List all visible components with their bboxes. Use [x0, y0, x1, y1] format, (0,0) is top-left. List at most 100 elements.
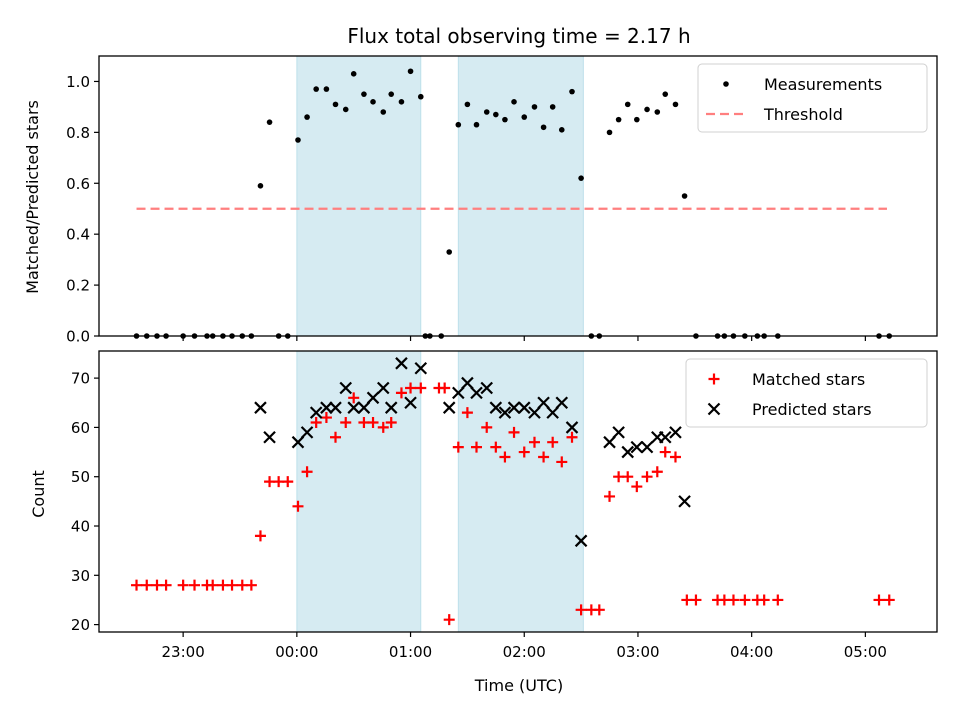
- matched-star-point: [758, 594, 770, 606]
- predicted-star-point: [489, 401, 503, 414]
- y-tick-label: 40: [71, 518, 90, 536]
- measurement-point: [380, 109, 387, 115]
- top-y-axis-label: Matched/Predicted stars: [23, 100, 42, 294]
- bottom-panel: 20 30 40 50 60 70 23:00 00:00 01:00 02:00 03:00 04:…: [71, 350, 938, 661]
- matched-star-point: [177, 579, 189, 591]
- x-tick-label: 02:00: [503, 643, 546, 661]
- measurement-point: [332, 101, 339, 108]
- predicted-star-point: [404, 396, 417, 410]
- matched-star-point: [566, 431, 578, 443]
- matched-star-point: [310, 416, 322, 428]
- measurement-point: [502, 116, 508, 123]
- predicted-star-point: [507, 401, 521, 414]
- matched-star-point: [439, 382, 451, 394]
- matched-star-point: [669, 451, 681, 463]
- predicted-star-point: [470, 386, 483, 400]
- matched-star-point: [292, 500, 304, 512]
- measurement-point: [521, 114, 528, 120]
- y-tick-label: 20: [71, 616, 90, 634]
- matched-star-point: [377, 421, 389, 433]
- measurement-point: [615, 116, 622, 123]
- matched-star-point: [499, 451, 511, 463]
- predicted-star-point: [384, 401, 398, 414]
- predicted-star-point: [263, 430, 276, 444]
- matched-star-point: [254, 530, 266, 542]
- x-axis-label: Time (UTC): [474, 676, 563, 695]
- predicted-star-point: [339, 381, 353, 395]
- matched-star-point: [481, 421, 493, 433]
- predicted-star-point: [300, 426, 314, 439]
- matched-star-point: [189, 579, 201, 591]
- y-tick-label: 50: [71, 468, 90, 486]
- matched-star-point: [301, 466, 313, 478]
- predicted-star-point: [395, 357, 408, 370]
- matched-star-point: [452, 441, 464, 453]
- predicted-star-point: [555, 396, 569, 410]
- predicted-star-point: [291, 435, 305, 449]
- matched-star-point: [470, 441, 482, 453]
- measurement-point: [558, 127, 565, 133]
- predicted-star-point: [376, 381, 390, 395]
- y-tick-label: 0.2: [66, 277, 90, 295]
- measurement-point: [323, 86, 330, 92]
- measurement-point: [295, 137, 301, 143]
- x-tick-label: 03:00: [616, 643, 659, 661]
- matched-star-point: [490, 441, 502, 453]
- matched-star-point: [575, 604, 587, 616]
- matched-star-point: [883, 594, 895, 606]
- matched-star-point: [443, 614, 455, 626]
- predicted-star-point: [528, 406, 541, 419]
- measurement-point: [304, 114, 310, 120]
- measurement-point: [681, 193, 688, 199]
- measurement-point: [483, 109, 490, 115]
- measurement-point: [388, 91, 395, 97]
- matched-star-point: [593, 604, 605, 616]
- predicted-star-point: [442, 401, 456, 414]
- predicted-star-point: [621, 445, 635, 459]
- predicted-star-point: [320, 401, 333, 414]
- matched-star-point: [727, 594, 739, 606]
- y-tick-label: 0.4: [66, 226, 90, 244]
- bottom-y-axis-label: Count: [29, 470, 48, 518]
- matched-star-point: [556, 456, 568, 468]
- matched-star-point: [282, 476, 294, 488]
- predicted-star-point: [603, 435, 616, 449]
- measurement-point: [634, 116, 640, 123]
- matched-star-point: [547, 436, 559, 448]
- measurement-point: [549, 104, 556, 110]
- predicted-star-point: [309, 406, 323, 419]
- matched-star-point: [340, 416, 352, 428]
- x-tick-label: 00:00: [275, 643, 318, 661]
- measurement-point: [446, 249, 453, 255]
- top-panel: 0.0 0.2 0.4 0.6 0.8 1.0 Measurements Threshold: [66, 55, 938, 346]
- matched-star-point: [651, 466, 663, 478]
- y-tick-label: 60: [71, 419, 90, 437]
- y-tick-label: 0.8: [66, 124, 90, 142]
- y-tick-label: 1.0: [66, 73, 90, 91]
- y-tick-label: 70: [71, 370, 90, 388]
- measurement-point: [654, 109, 661, 115]
- matched-star-point: [690, 594, 702, 606]
- matched-star-point: [508, 426, 520, 438]
- axes-frame: [98, 350, 938, 633]
- matched-star-point: [659, 446, 671, 458]
- chart-title: Flux total observing time = 2.17 h: [347, 24, 690, 48]
- matched-star-point: [385, 416, 397, 428]
- matched-star-point: [367, 416, 379, 428]
- legend-x-icon: [707, 402, 721, 416]
- matched-star-point: [873, 594, 885, 606]
- legend: Matched stars Predicted stars: [685, 358, 928, 428]
- matched-star-point: [739, 594, 751, 606]
- predicted-star-point: [565, 421, 579, 434]
- matched-star-point: [772, 594, 784, 606]
- measurement-point: [266, 119, 273, 125]
- predicted-star-point: [329, 401, 342, 414]
- predicted-star-point: [537, 396, 550, 410]
- legend-dot-icon: [723, 81, 729, 87]
- measurement-point: [644, 106, 650, 113]
- predicted-star-point: [498, 406, 512, 419]
- matched-star-point: [622, 471, 634, 483]
- matched-star-point: [528, 436, 540, 448]
- predicted-star-point: [574, 534, 588, 548]
- legend-label: Predicted stars: [752, 400, 872, 419]
